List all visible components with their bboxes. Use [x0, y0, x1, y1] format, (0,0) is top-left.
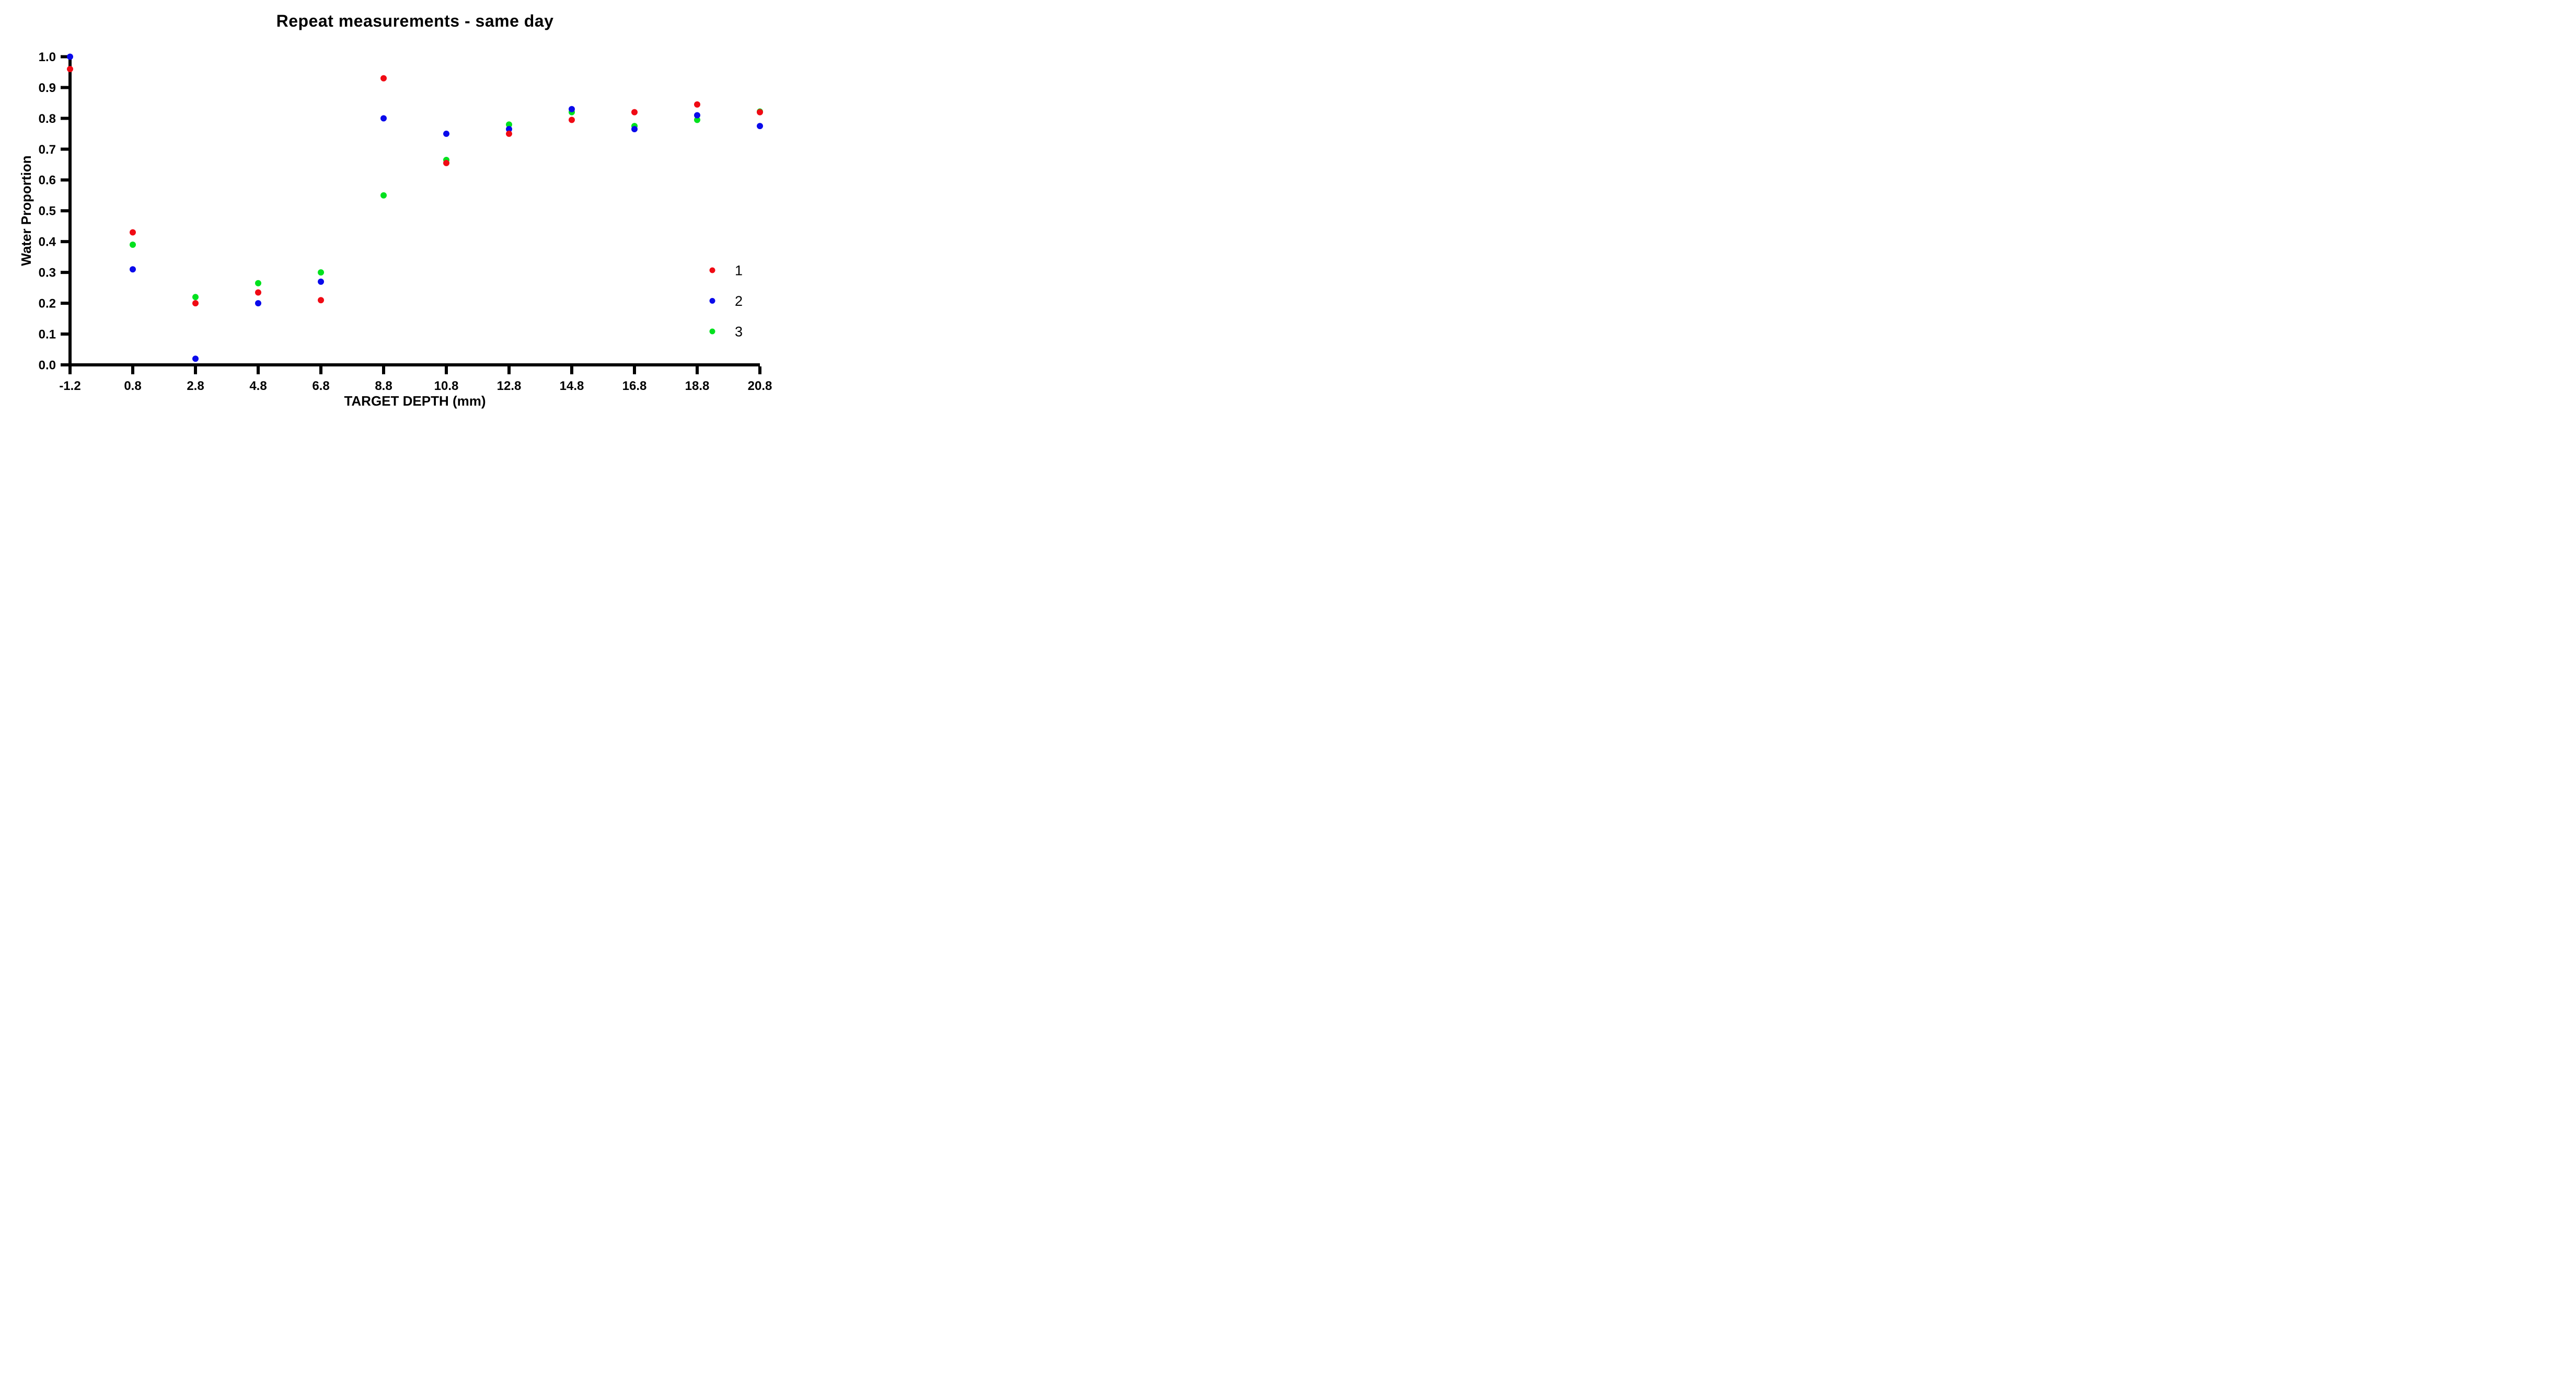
y-tick-label: 0.8: [39, 112, 56, 126]
data-point-series-3: [318, 269, 324, 276]
x-tick-label: 20.8: [748, 379, 772, 393]
data-point-series-1: [631, 109, 638, 116]
data-point-series-3: [192, 294, 199, 301]
x-axis-title: TARGET DEPTH (mm): [344, 393, 486, 409]
data-point-series-3: [694, 117, 700, 123]
data-point-series-3: [130, 242, 136, 248]
y-tick-label: 0.4: [39, 235, 56, 249]
data-point-series-2: [631, 126, 638, 133]
data-point-series-1: [757, 109, 763, 116]
y-tick-label: 1.0: [39, 50, 56, 64]
data-point-series-2: [192, 355, 199, 362]
y-tick-label: 0.2: [39, 297, 56, 311]
x-tick-label: 2.8: [187, 379, 204, 393]
x-tick-label: 16.8: [622, 379, 647, 393]
y-tick-label: 0.1: [39, 327, 56, 341]
y-tick-label: 0.3: [39, 266, 56, 280]
legend-swatch-series-1: [709, 267, 715, 273]
data-point-series-2: [506, 126, 512, 133]
x-tick-label: 18.8: [685, 379, 710, 393]
chart-canvas: Repeat measurements - same day Water Pro…: [0, 0, 805, 431]
x-tick-label: 12.8: [497, 379, 522, 393]
y-tick-label: 0.7: [39, 143, 56, 157]
data-point-series-2: [694, 112, 700, 119]
data-point-series-2: [380, 115, 387, 122]
x-tick-label: 6.8: [312, 379, 329, 393]
x-tick-label: 10.8: [434, 379, 459, 393]
data-point-series-2: [757, 123, 763, 130]
data-point-series-2: [67, 53, 73, 60]
legend-label-series-1: 1: [735, 262, 743, 278]
y-tick-label: 0.0: [39, 358, 56, 372]
data-point-series-3: [380, 192, 387, 199]
data-point-series-1: [380, 75, 387, 82]
x-tick-label: 8.8: [375, 379, 392, 393]
y-tick-label: 0.6: [39, 174, 56, 188]
data-point-series-2: [255, 300, 261, 307]
x-tick-label: 14.8: [560, 379, 584, 393]
data-point-series-1: [255, 289, 261, 296]
data-point-series-1: [318, 297, 324, 304]
legend-label-series-2: 2: [735, 293, 743, 309]
data-point-series-2: [569, 106, 575, 112]
data-point-series-1: [694, 101, 700, 108]
x-tick-label: 4.8: [249, 379, 267, 393]
data-point-series-1: [506, 130, 512, 137]
y-tick-label: 0.9: [39, 81, 56, 95]
data-point-series-3: [255, 280, 261, 286]
data-point-series-2: [318, 278, 324, 285]
data-point-series-1: [130, 229, 136, 236]
x-tick-label: 0.8: [124, 379, 141, 393]
data-point-series-2: [130, 266, 136, 273]
legend-label-series-3: 3: [735, 324, 743, 339]
data-point-series-1: [192, 300, 199, 307]
legend-swatch-series-2: [709, 298, 715, 304]
data-point-series-3: [506, 121, 512, 128]
x-tick-label: -1.2: [59, 379, 80, 393]
legend-swatch-series-3: [709, 328, 715, 335]
data-point-series-1: [443, 159, 449, 166]
data-point-series-1: [569, 117, 575, 123]
y-tick-label: 0.5: [39, 204, 56, 218]
data-point-series-1: [67, 66, 73, 73]
scatter-plot: 0.0 0.1 0.2 0.3 0.4 0.5 0.6 0.7 0.8 0.9 1.0 -1.2 0.8…: [39, 50, 772, 393]
chart-title: Repeat measurements - same day: [276, 12, 554, 30]
data-point-series-2: [443, 130, 449, 137]
